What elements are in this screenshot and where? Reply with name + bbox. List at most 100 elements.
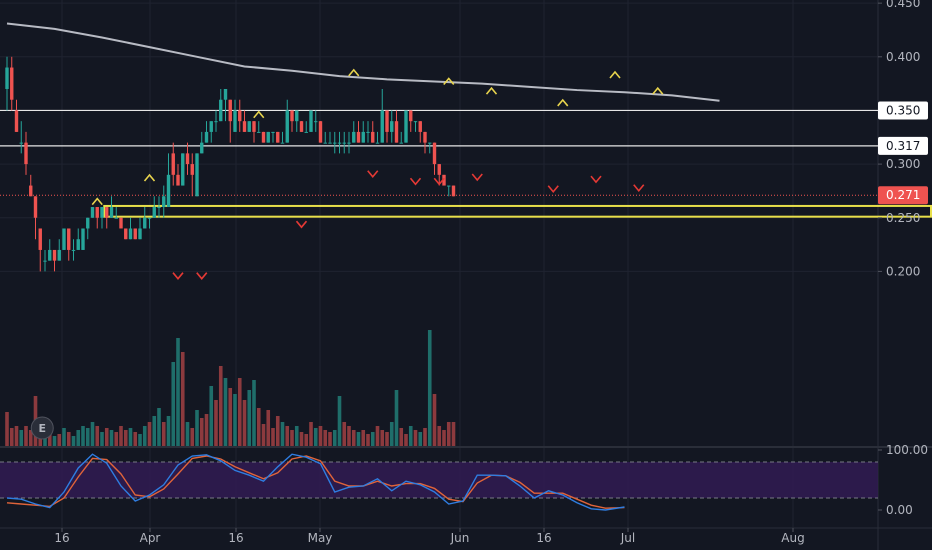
candle-body — [347, 142, 351, 144]
volume-bar — [147, 422, 152, 446]
volume-bar — [394, 390, 399, 446]
volume-bar — [223, 378, 228, 446]
candle-body — [409, 110, 413, 122]
fractal-high-marker — [348, 68, 360, 77]
volume-bar — [209, 386, 214, 446]
candle-body — [219, 99, 223, 122]
volume-bar — [62, 428, 66, 446]
volume-bar — [142, 426, 147, 446]
candle-body — [271, 131, 275, 133]
volume-bar — [266, 410, 271, 446]
candle-body — [143, 217, 147, 229]
volume-bar — [66, 432, 71, 446]
fractal-low-marker — [633, 184, 645, 192]
candle-body — [24, 142, 28, 165]
volume-bar — [114, 432, 119, 446]
volume-bar — [109, 430, 114, 446]
volume-bar — [242, 400, 247, 446]
volume-bar — [90, 422, 95, 446]
candle-body — [442, 174, 446, 186]
fractal-high-marker — [443, 77, 455, 85]
fractal-low-marker — [471, 173, 483, 182]
candle-body — [67, 228, 71, 250]
x-tick-label: 16 — [54, 531, 69, 545]
candle-body — [352, 131, 356, 143]
fractal-low-marker — [590, 175, 602, 184]
candle-body — [290, 110, 294, 122]
candle-body — [428, 142, 432, 144]
fractal-low-marker — [295, 220, 308, 229]
y-tick-label: 0.200 — [886, 264, 920, 278]
volume-bar — [195, 410, 199, 446]
candle-body — [333, 142, 337, 144]
volume-bar — [152, 416, 157, 446]
candle-body — [71, 249, 76, 251]
volume-bar — [214, 400, 218, 446]
candle-body — [399, 142, 403, 144]
volume-bar — [233, 394, 237, 446]
volume-bar — [442, 430, 446, 446]
fractal-high-marker — [143, 173, 156, 182]
candle-body — [162, 196, 166, 208]
volume-bar — [418, 432, 423, 446]
earnings-badge — [30, 416, 54, 440]
earnings-marker-group[interactable]: E — [30, 416, 54, 440]
volume-bar — [389, 422, 394, 446]
candle-body — [171, 153, 175, 175]
fractal-high-marker — [609, 70, 621, 79]
support-zone-group — [103, 204, 932, 218]
candle-body — [109, 207, 114, 218]
candle-body — [447, 185, 451, 187]
candle-body — [295, 110, 299, 122]
candle-body — [214, 121, 218, 123]
candle-body — [337, 142, 342, 144]
candle-body — [242, 121, 247, 132]
volume-bar — [14, 426, 19, 446]
volume-bar — [24, 426, 28, 446]
earnings-label: E — [38, 422, 46, 435]
x-tick-label: Jul — [620, 531, 635, 545]
volume-bar — [366, 434, 370, 446]
volume-bar — [218, 366, 223, 446]
candle-body — [114, 217, 118, 219]
volume-bar — [280, 422, 285, 446]
candle-body — [385, 110, 389, 132]
candle-body — [361, 131, 365, 143]
candle-body — [247, 121, 251, 132]
candle-body — [323, 142, 327, 144]
volume-bar — [299, 432, 304, 446]
candle-body — [38, 228, 42, 250]
candle-body — [33, 196, 38, 218]
fractal-low-marker — [547, 185, 559, 194]
volume-bar — [237, 378, 242, 446]
x-tick-label: 16 — [228, 531, 243, 545]
volume-bar — [9, 428, 14, 446]
y-tick-label: 0.400 — [886, 50, 920, 64]
candle-body — [105, 207, 109, 218]
volume-bar — [290, 430, 294, 446]
candle-body — [29, 185, 33, 197]
candle-body — [437, 164, 441, 175]
candle-body — [62, 228, 66, 250]
volume-bar — [337, 396, 342, 446]
candle-body — [5, 67, 9, 89]
candle-body — [366, 131, 370, 133]
fractal-low-marker — [172, 272, 184, 280]
volume-bar — [351, 430, 356, 446]
candle-body — [181, 153, 185, 186]
moving-average-group — [6, 22, 720, 102]
candle-body — [423, 131, 427, 143]
candle-body — [413, 121, 418, 123]
oscillator-k-line — [6, 453, 625, 511]
x-tick-label: Aug — [781, 531, 804, 545]
last-price-tag-label: 0.271 — [886, 188, 920, 202]
volume-bar — [176, 338, 180, 446]
candle-body — [404, 110, 408, 143]
volume-bar — [133, 432, 138, 446]
candlesticks — [5, 56, 456, 272]
candle-body — [195, 153, 199, 197]
x-tick-label: May — [308, 531, 333, 545]
oscillator-tick-label: 100.00 — [886, 443, 928, 457]
candle-body — [138, 228, 142, 240]
